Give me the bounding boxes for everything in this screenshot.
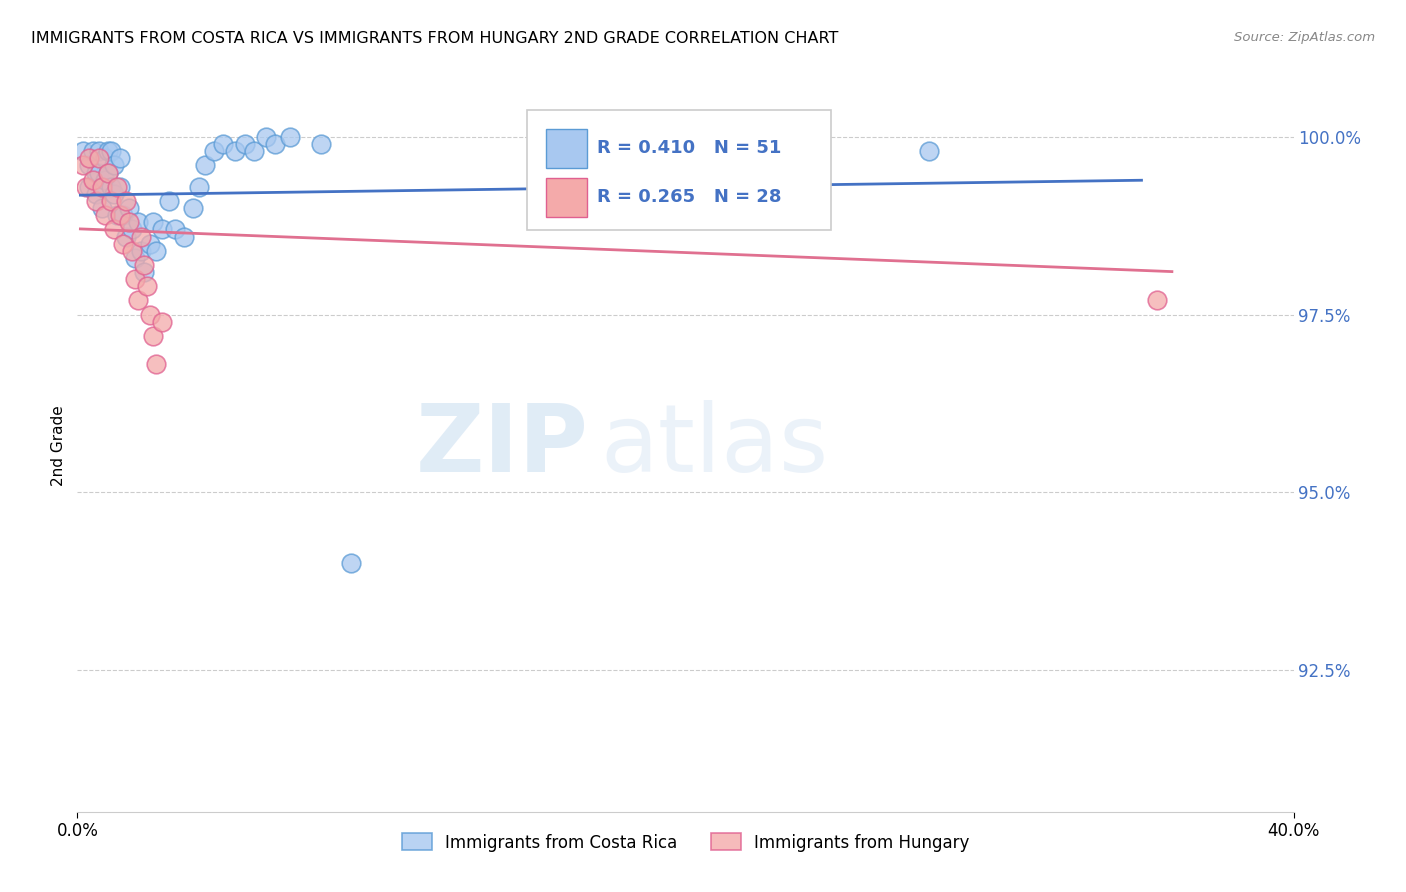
Point — [87, 165, 110, 179]
Point — [93, 152, 115, 166]
Point — [136, 279, 159, 293]
Point — [75, 179, 97, 194]
Text: IMMIGRANTS FROM COSTA RICA VS IMMIGRANTS FROM HUNGARY 2ND GRADE CORRELATION CHAR: IMMIGRANTS FROM COSTA RICA VS IMMIGRANTS… — [31, 31, 838, 46]
Point — [105, 208, 128, 222]
Point — [108, 208, 131, 222]
Point — [1146, 293, 1168, 308]
Point — [173, 229, 195, 244]
Point — [108, 152, 131, 166]
Point — [84, 186, 107, 201]
Point — [309, 137, 332, 152]
Point — [644, 130, 666, 145]
Point — [145, 357, 167, 371]
Point — [118, 201, 141, 215]
Point — [87, 145, 110, 159]
Point — [553, 130, 575, 145]
Point — [181, 201, 204, 215]
Point — [129, 229, 152, 244]
Point — [90, 201, 112, 215]
Point — [134, 258, 156, 272]
Point — [93, 208, 115, 222]
FancyBboxPatch shape — [546, 128, 586, 168]
Point — [145, 244, 167, 258]
Point — [97, 165, 120, 179]
Point — [224, 145, 246, 159]
Text: ZIP: ZIP — [415, 400, 588, 492]
FancyBboxPatch shape — [546, 178, 586, 217]
Point — [278, 130, 301, 145]
Point — [194, 159, 217, 173]
Point — [129, 244, 152, 258]
Legend: Immigrants from Costa Rica, Immigrants from Hungary: Immigrants from Costa Rica, Immigrants f… — [395, 827, 976, 858]
Y-axis label: 2nd Grade: 2nd Grade — [51, 406, 66, 486]
Point — [100, 145, 122, 159]
Point — [918, 145, 941, 159]
Point — [100, 179, 122, 194]
Text: R = 0.265   N = 28: R = 0.265 N = 28 — [596, 188, 782, 206]
Point — [139, 236, 162, 251]
Point — [84, 194, 107, 208]
Point — [127, 215, 149, 229]
Point — [90, 179, 112, 194]
Text: R = 0.410   N = 51: R = 0.410 N = 51 — [596, 139, 780, 157]
Point — [254, 130, 277, 145]
Point — [121, 222, 143, 236]
Point — [84, 165, 107, 179]
Point — [79, 179, 101, 194]
Point — [97, 145, 120, 159]
Point — [79, 159, 101, 173]
Point — [157, 194, 180, 208]
Point — [111, 208, 134, 222]
Point — [118, 215, 141, 229]
Point — [142, 215, 165, 229]
Point — [152, 222, 174, 236]
Point — [152, 315, 174, 329]
Point — [202, 145, 225, 159]
Point — [87, 152, 110, 166]
Point — [103, 222, 125, 236]
Point — [97, 165, 120, 179]
Text: Source: ZipAtlas.com: Source: ZipAtlas.com — [1234, 31, 1375, 45]
Point — [82, 145, 104, 159]
Point — [142, 329, 165, 343]
Point — [108, 179, 131, 194]
Point — [124, 251, 146, 265]
FancyBboxPatch shape — [527, 110, 831, 230]
Point — [134, 265, 156, 279]
Point — [111, 236, 134, 251]
Point — [233, 137, 256, 152]
Point — [139, 308, 162, 322]
Point — [103, 159, 125, 173]
Point — [103, 186, 125, 201]
Point — [79, 152, 101, 166]
Text: atlas: atlas — [600, 400, 828, 492]
Point — [72, 159, 94, 173]
Point — [212, 137, 235, 152]
Point — [127, 293, 149, 308]
Point — [72, 145, 94, 159]
Point — [105, 179, 128, 194]
Point — [340, 556, 363, 570]
Point — [264, 137, 287, 152]
Point — [115, 229, 138, 244]
Point — [93, 172, 115, 186]
Point — [163, 222, 186, 236]
Point — [100, 194, 122, 208]
Point — [124, 272, 146, 286]
Point — [115, 194, 138, 208]
Point — [90, 179, 112, 194]
Point — [188, 179, 211, 194]
Point — [82, 172, 104, 186]
Point — [242, 145, 264, 159]
Point — [121, 244, 143, 258]
